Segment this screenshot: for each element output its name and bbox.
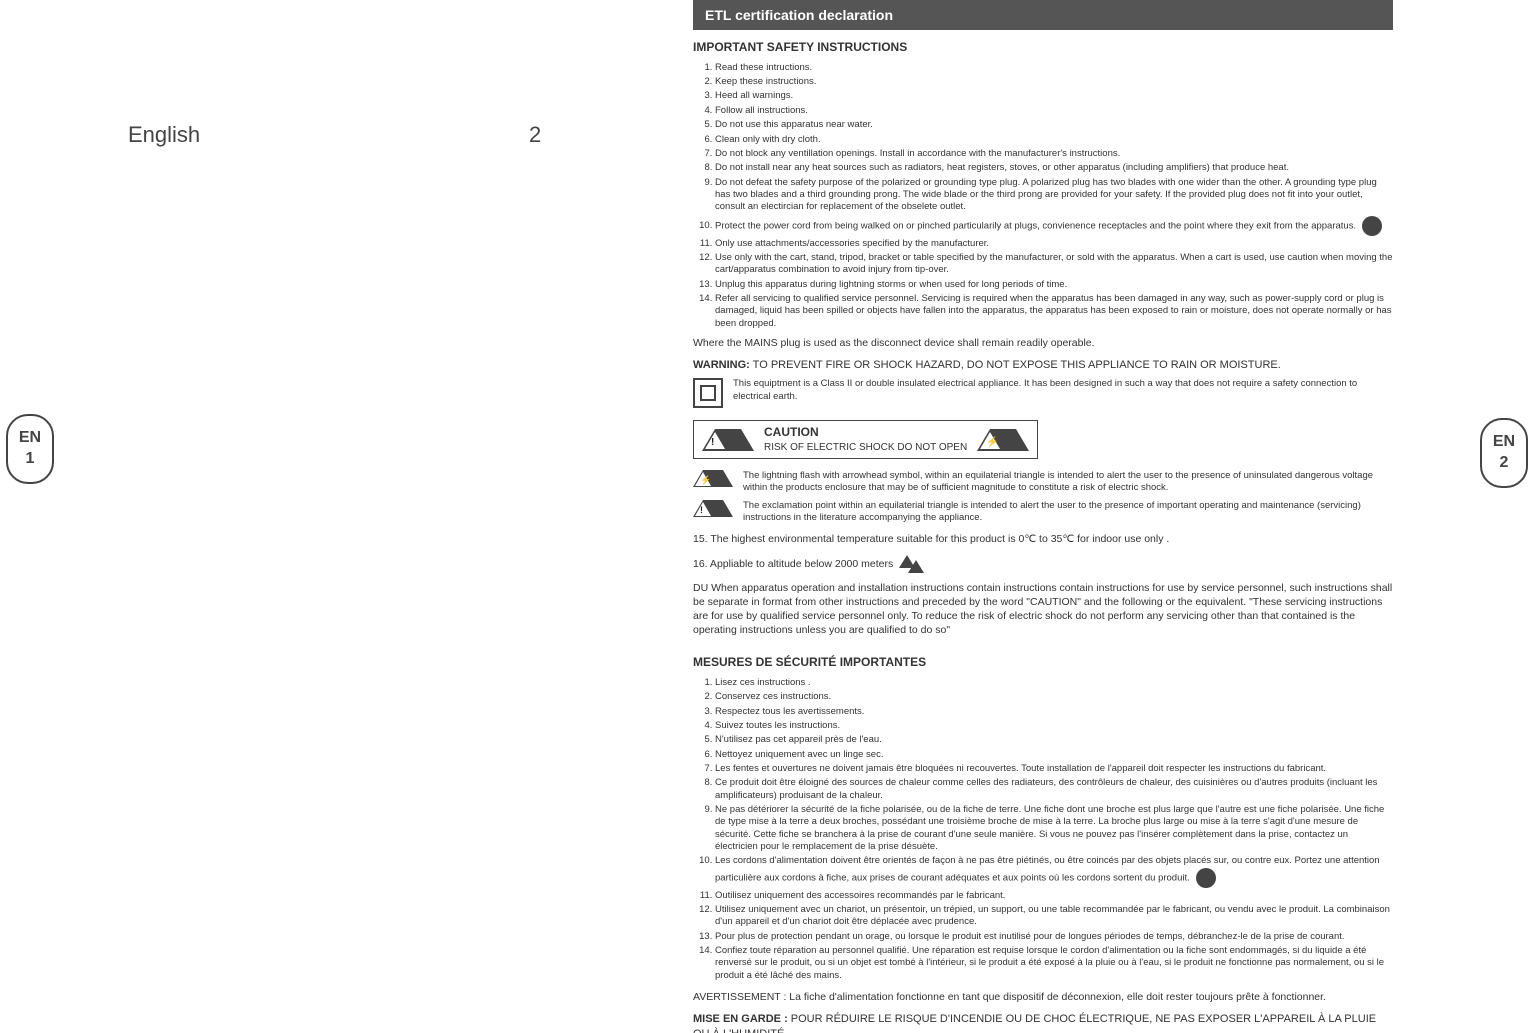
list-item: Refer all servicing to qualified service…	[715, 293, 1393, 330]
altitude-icon	[899, 555, 925, 573]
list-item: Follow all instructions.	[715, 105, 1393, 117]
list-item: Suivez toutes les instructions.	[715, 720, 1393, 732]
exclaim-triangle-icon: !	[693, 500, 733, 517]
cart-warning-icon	[1362, 216, 1382, 236]
list-item: Outilisez uniquement des accessoires rec…	[715, 890, 1393, 902]
en-warning-text: TO PREVENT FIRE OR SHOCK HAZARD, DO NOT …	[750, 359, 1281, 371]
en-lightning-row: ⚡ The lightning flash with arrowhead sym…	[693, 470, 1393, 495]
list-item-text: Protect the power cord from being walked…	[715, 220, 1356, 231]
en-mains-note: Where the MAINS plug is used as the disc…	[693, 336, 1393, 350]
list-item: Les cordons d'alimentation doivent être …	[715, 855, 1393, 887]
en-instruction-list: Read these intructions. Keep these instr…	[693, 62, 1393, 330]
list-item: Confiez toute réparation au personnel qu…	[715, 945, 1393, 982]
list-item: Keep these instructions.	[715, 76, 1393, 88]
tab-right-lang: EN	[1493, 432, 1515, 453]
fr-mise: MISE EN GARDE : POUR RÉDUIRE LE RISQUE D…	[693, 1012, 1393, 1033]
left-language-label: English	[128, 122, 200, 148]
en-exclaim-row: ! The exclamation point within an equila…	[693, 500, 1393, 525]
page-tab-right: EN 2	[1480, 418, 1528, 488]
page-root: English 2 EN 1 EN 2 ETL certification de…	[0, 0, 1536, 1033]
en-warning: WARNING: TO PREVENT FIRE OR SHOCK HAZARD…	[693, 358, 1393, 372]
tab-right-num: 2	[1500, 453, 1509, 474]
cart-warning-icon	[1196, 868, 1216, 888]
list-item: Nettoyez uniquement avec un linge sec.	[715, 749, 1393, 761]
fr-instruction-list: Lisez ces instructions . Conservez ces i…	[693, 677, 1393, 982]
list-item: Do not install near any heat sources suc…	[715, 162, 1393, 174]
fr-mise-label: MISE EN GARDE :	[693, 1013, 788, 1025]
en-section-title: IMPORTANT SAFETY INSTRUCTIONS	[693, 40, 1393, 56]
header-bar: ETL certification declaration	[693, 0, 1393, 30]
en-exclaim-text: The exclamation point within an equilate…	[743, 500, 1393, 525]
tab-left-num: 1	[26, 449, 35, 470]
list-item: Read these intructions.	[715, 62, 1393, 74]
list-item: Do not defeat the safety purpose of the …	[715, 177, 1393, 214]
en-class2-row: This equiptment is a Class II or double …	[693, 378, 1393, 408]
list-item: Clean only with dry cloth.	[715, 134, 1393, 146]
en-item-15: 15. The highest environmental temperatur…	[693, 532, 1393, 546]
en-class2-text: This equiptment is a Class II or double …	[733, 378, 1393, 403]
tab-left-lang: EN	[19, 428, 41, 449]
list-item: Les fentes et ouvertures ne doivent jama…	[715, 763, 1393, 775]
list-item: Respectez tous les avertissements.	[715, 706, 1393, 718]
shock-triangle-icon: ⚡	[977, 429, 1029, 451]
en-caution-text: CAUTION RISK OF ELECTRIC SHOCK DO NOT OP…	[764, 425, 967, 454]
en-du-para: DU When apparatus operation and installa…	[693, 581, 1393, 638]
en-item-16-text: 16. Appliable to altitude below 2000 met…	[693, 557, 893, 569]
list-item: Do not use this apparatus near water.	[715, 119, 1393, 131]
en-caution-title: CAUTION	[764, 425, 967, 441]
en-lightning-text: The lightning flash with arrowhead symbo…	[743, 470, 1393, 495]
warning-triangle-icon: !	[702, 429, 754, 451]
list-item: Unplug this apparatus during lightning s…	[715, 279, 1393, 291]
en-caution-box: ! CAUTION RISK OF ELECTRIC SHOCK DO NOT …	[693, 420, 1038, 459]
list-item: Only use attachments/accessories specifi…	[715, 238, 1393, 250]
list-item-text: Les cordons d'alimentation doivent être …	[715, 855, 1380, 883]
lightning-triangle-icon: ⚡	[693, 470, 733, 487]
list-item: Conservez ces instructions.	[715, 691, 1393, 703]
list-item: Use only with the cart, stand, tripod, b…	[715, 252, 1393, 277]
en-item-16: 16. Appliable to altitude below 2000 met…	[693, 555, 1393, 573]
fr-section-title: MESURES DE SÉCURITÉ IMPORTANTES	[693, 655, 1393, 671]
list-item: Ne pas détériorer la sécurité de la fich…	[715, 804, 1393, 853]
en-caution-sub: RISK OF ELECTRIC SHOCK DO NOT OPEN	[764, 441, 967, 454]
main-content: ETL certification declaration IMPORTANT …	[693, 0, 1393, 1033]
page-tab-left: EN 1	[6, 414, 54, 484]
list-item: Ce produit doit être éloigné des sources…	[715, 777, 1393, 802]
list-item: N'utilisez pas cet appareil près de l'ea…	[715, 734, 1393, 746]
fr-mise-text: POUR RÉDUIRE LE RISQUE D'INCENDIE OU DE …	[693, 1013, 1376, 1033]
class2-icon	[693, 378, 723, 408]
list-item: Utilisez uniquement avec un chariot, un …	[715, 904, 1393, 929]
en-warning-label: WARNING:	[693, 359, 750, 371]
fr-avert: AVERTISSEMENT : La fiche d'alimentation …	[693, 990, 1393, 1004]
list-item: Protect the power cord from being walked…	[715, 216, 1393, 236]
list-item: Heed all warnings.	[715, 90, 1393, 102]
list-item: Do not block any ventillation openings. …	[715, 148, 1393, 160]
left-page-number: 2	[529, 122, 541, 148]
list-item: Lisez ces instructions .	[715, 677, 1393, 689]
list-item: Pour plus de protection pendant un orage…	[715, 931, 1393, 943]
